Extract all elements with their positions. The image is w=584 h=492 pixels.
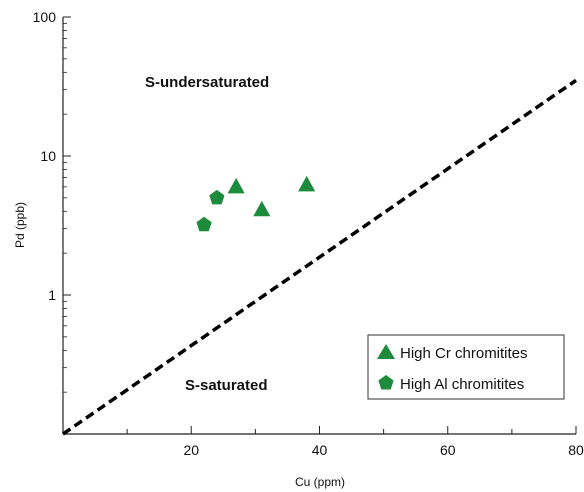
- high-cr-point-1: [227, 177, 245, 194]
- high-al-point-1: [196, 216, 212, 232]
- data-points: [196, 175, 316, 232]
- y-tick-label-1: 1: [48, 287, 56, 303]
- x-tick-label-80: 80: [568, 442, 584, 458]
- high-al-point-2: [209, 189, 225, 205]
- x-axis-label: Cu (ppm): [295, 475, 345, 489]
- y-axis-label: Pd (ppb): [13, 202, 27, 248]
- ticks: 20 40 60 80 1 10 100: [33, 9, 584, 458]
- y-tick-label-100: 100: [33, 9, 57, 25]
- boundary-line-group: [62, 78, 577, 436]
- high-cr-point-2: [253, 200, 271, 217]
- x-tick-label-60: 60: [440, 442, 456, 458]
- high-cr-point-3: [298, 175, 316, 192]
- legend: High Cr chromitites High Al chromitites: [367, 334, 565, 400]
- annotation-s-saturated: S-saturated: [185, 377, 268, 394]
- x-tick-label-40: 40: [312, 442, 328, 458]
- legend-marker-triangle: [377, 344, 395, 359]
- y-tick-label-10: 10: [40, 148, 56, 164]
- x-tick-label-20: 20: [183, 442, 199, 458]
- annotation-s-undersaturated: S-undersaturated: [145, 74, 269, 91]
- legend-entry-high-cr: High Cr chromitites: [400, 345, 528, 362]
- legend-box: [367, 334, 565, 400]
- legend-entry-high-al: High Al chromitites: [400, 376, 524, 393]
- boundary-line: [62, 78, 577, 436]
- legend-marker-pentagon: [378, 375, 394, 390]
